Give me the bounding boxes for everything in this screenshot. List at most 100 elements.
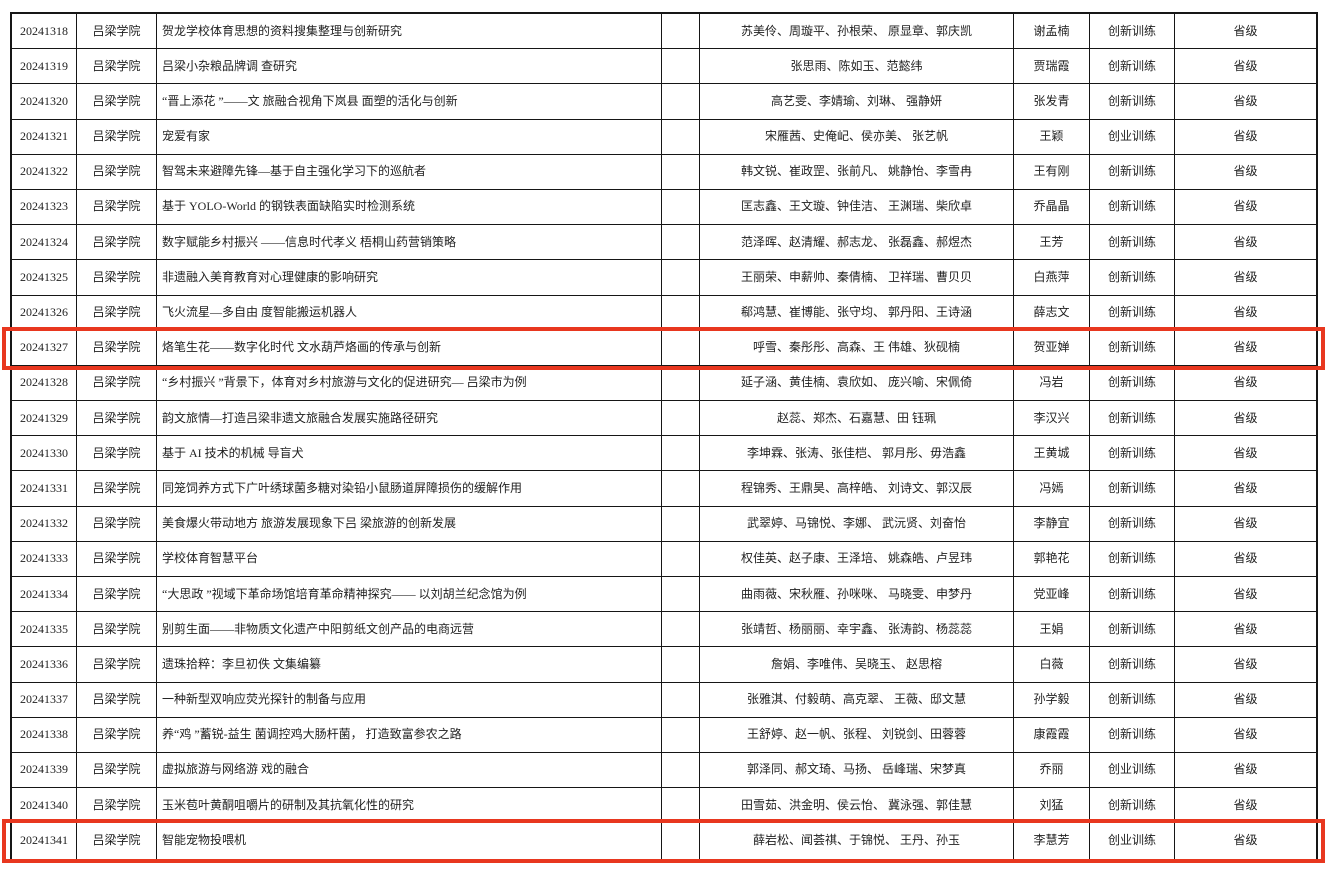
project-table: 20241318 吕梁学院 贺龙学校体育思想的资料搜集整理与创新研究 苏美伶、周璇平、… [10,12,1318,861]
school-cell: 吕梁学院 [77,295,157,331]
advisor-cell: 孙学毅 [1014,682,1090,718]
category-cell: 创新训练 [1090,295,1175,331]
advisor-cell: 康霞霞 [1014,717,1090,753]
advisor-cell: 王娟 [1014,612,1090,648]
title-cell: 非遗融入美育教育对心理健康的影响研究 [157,260,662,296]
title-cell: 智能宠物投喂机 [157,823,662,859]
school-cell: 吕梁学院 [77,189,157,226]
spacer-cell [662,84,700,120]
school-cell: 吕梁学院 [77,330,157,366]
spacer-cell [662,788,700,824]
advisor-cell: 乔丽 [1014,752,1090,789]
spacer-cell [662,225,700,261]
project-id-cell: 20241333 [12,541,77,577]
level-cell: 省级 [1175,647,1316,683]
title-cell: 一种新型双响应荧光探针的制备与应用 [157,682,662,718]
level-cell: 省级 [1175,260,1316,296]
spacer-cell [662,14,700,50]
spacer-cell [662,189,700,226]
members-cell: 李坤霖、张涛、张佳桤、 郭月彤、毋浩鑫 [700,436,1014,472]
project-id-cell: 20241340 [12,788,77,824]
advisor-cell: 李静宜 [1014,506,1090,542]
school-cell: 吕梁学院 [77,401,157,437]
category-cell: 创新训练 [1090,788,1175,824]
school-cell: 吕梁学院 [77,436,157,472]
project-id-cell: 20241332 [12,506,77,542]
category-cell: 创新训练 [1090,14,1175,50]
title-cell: 基于 AI 技术的机械 导盲犬 [157,436,662,472]
members-cell: 王舒婷、赵一帆、张程、 刘锐剑、田蓉蓉 [700,717,1014,753]
level-cell: 省级 [1175,120,1316,155]
spacer-cell [662,506,700,542]
category-cell: 创新训练 [1090,154,1175,190]
spacer-cell [662,647,700,683]
school-cell: 吕梁学院 [77,365,157,402]
level-cell: 省级 [1175,401,1316,437]
school-cell: 吕梁学院 [77,717,157,753]
spacer-cell [662,823,700,859]
title-cell: 美食爆火带动地方 旅游发展现象下吕 梁旅游的创新发展 [157,506,662,542]
project-id-cell: 20241323 [12,189,77,226]
level-cell: 省级 [1175,683,1316,718]
project-id-cell: 20241339 [12,752,77,789]
members-cell: 权佳英、赵子康、王泽培、 姚森皓、卢昱玮 [700,541,1014,577]
level-cell: 省级 [1175,577,1316,613]
project-id-cell: 20241341 [12,823,77,859]
spacer-cell [662,154,700,190]
advisor-cell: 冯嫣 [1014,471,1090,507]
members-cell: 赵蕊、郑杰、石嘉慧、田 钰珮 [700,401,1014,437]
title-cell: 智驾未来避障先锋—基于自主强化学习下的巡航者 [157,154,662,190]
level-cell: 省级 [1175,471,1316,507]
title-cell: “乡村振兴 ”背景下，体育对乡村旅游与文化的促进研究— 吕梁市为例 [157,365,662,402]
title-cell: 基于 YOLO-World 的钢铁表面缺陷实时检测系统 [157,189,662,226]
level-cell: 省级 [1175,190,1316,226]
school-cell: 吕梁学院 [77,788,157,824]
project-id-cell: 20241327 [12,330,77,366]
category-cell: 创新训练 [1090,577,1175,613]
title-cell: 别剪生面——非物质文化遗产中阳剪纸文创产品的电商远营 [157,612,662,648]
members-cell: 程锦秀、王鼎昊、高梓皓、 刘诗文、郭汉辰 [700,471,1014,507]
project-id-cell: 20241321 [12,119,77,155]
category-cell: 创新训练 [1090,225,1175,261]
project-id-cell: 20241334 [12,577,77,613]
category-cell: 创业训练 [1090,119,1175,155]
advisor-cell: 王黄城 [1014,436,1090,472]
spacer-cell [662,401,700,437]
advisor-cell: 李慧芳 [1014,823,1090,859]
title-cell: 玉米苞叶黄酮咀嚼片的研制及其抗氧化性的研究 [157,788,662,824]
title-cell: 同笼饲养方式下广叶绣球菌多糖对染铅小鼠肠道屏障损伤的缓解作用 [157,471,662,507]
project-id-cell: 20241335 [12,612,77,648]
category-cell: 创新训练 [1090,682,1175,718]
category-cell: 创新训练 [1090,612,1175,648]
advisor-cell: 刘猛 [1014,788,1090,824]
advisor-cell: 谢孟楠 [1014,14,1090,50]
advisor-cell: 薛志文 [1014,295,1090,331]
level-cell: 省级 [1175,542,1316,577]
spacer-cell [662,717,700,753]
title-cell: 飞火流星—多自由 度智能搬运机器人 [157,295,662,331]
project-id-cell: 20241322 [12,154,77,190]
spacer-cell [662,752,700,789]
category-cell: 创业训练 [1090,752,1175,789]
project-id-cell: 20241318 [12,14,77,50]
title-cell: “大思政 ”视域下革命场馆培育革命精神探究—— 以刘胡兰纪念馆为例 [157,577,662,613]
spacer-cell [662,260,700,296]
advisor-cell: 贺亚婵 [1014,330,1090,366]
title-cell: 养“鸡 ”蓄锐-益生 菌调控鸡大肠杆菌， 打造致富参农之路 [157,717,662,753]
level-cell: 省级 [1175,612,1316,648]
title-cell: 贺龙学校体育思想的资料搜集整理与创新研究 [157,14,662,50]
members-cell: 曲雨薇、宋秋雁、孙咪咪、 马晓雯、申梦丹 [700,577,1014,613]
school-cell: 吕梁学院 [77,84,157,120]
members-cell: 薛岩松、闻荟祺、于锦悦、 王丹、孙玉 [700,823,1014,859]
members-cell: 郗鸿慧、崔博能、张守均、 郭丹阳、王诗涵 [700,295,1014,331]
members-cell: 呼雪、秦彤彤、高森、王 伟雄、狄砚楠 [700,330,1014,366]
level-cell: 省级 [1175,788,1316,824]
members-cell: 范泽晖、赵清耀、郝志龙、 张磊鑫、郝煜杰 [700,225,1014,261]
members-cell: 匡志鑫、王文璇、钟佳洁、 王渊瑞、柴欣卓 [700,189,1014,226]
title-cell: 数字赋能乡村振兴 ——信息时代孝义 梧桐山药营销策略 [157,225,662,261]
advisor-cell: 白薇 [1014,647,1090,683]
spacer-cell [662,49,700,85]
members-cell: 詹娟、李唯伟、吴晓玉、 赵思榕 [700,647,1014,683]
category-cell: 创新训练 [1090,647,1175,683]
